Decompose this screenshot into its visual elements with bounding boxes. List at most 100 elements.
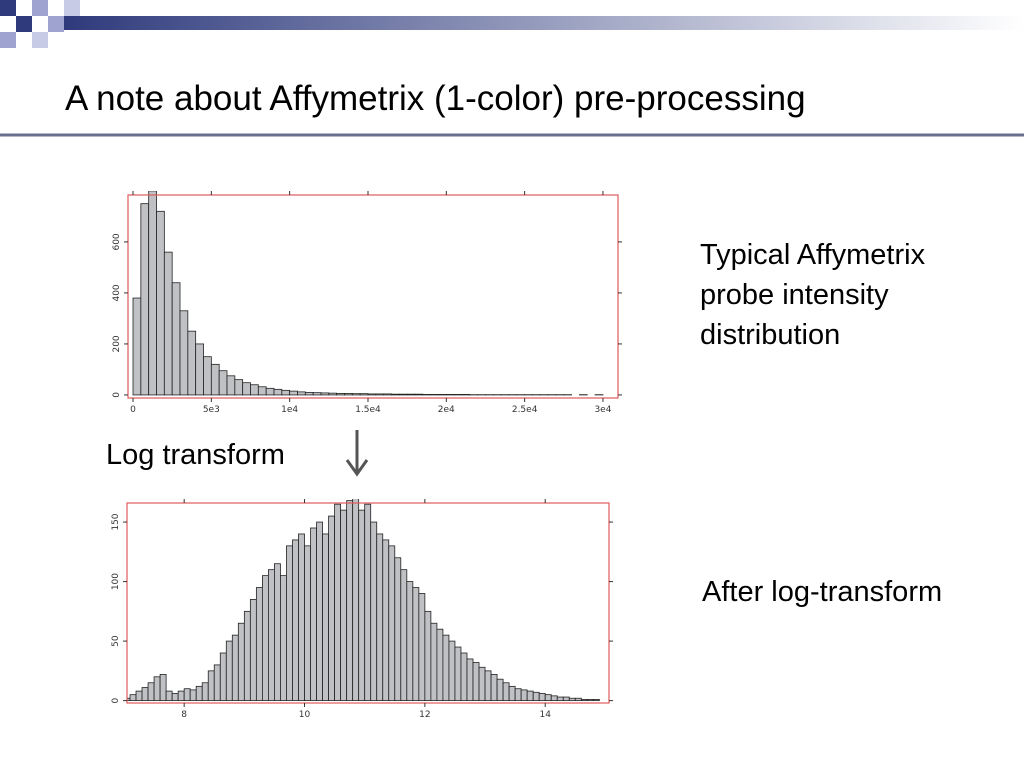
bar xyxy=(550,695,558,702)
bar xyxy=(265,387,275,396)
x-tick-label: 2.5e4 xyxy=(512,405,538,415)
bar xyxy=(383,393,392,396)
caption: Typical Affymetrix probe intensity distr… xyxy=(700,239,926,351)
bar xyxy=(249,599,257,702)
x-tick-label: 3e4 xyxy=(594,405,611,415)
bar xyxy=(394,557,402,702)
bar xyxy=(438,394,447,396)
bar xyxy=(414,393,424,396)
y-tick-label: 150 xyxy=(111,513,121,530)
arrow-label: Log transform xyxy=(106,439,285,471)
y-tick-label: 50 xyxy=(111,635,121,647)
bar xyxy=(297,391,306,396)
bar xyxy=(412,587,420,702)
bar xyxy=(179,310,189,396)
x-tick-label: 14 xyxy=(539,710,551,720)
bar xyxy=(430,622,438,702)
bar xyxy=(526,690,534,702)
plot-frame xyxy=(127,194,619,399)
bar xyxy=(358,509,366,702)
bar xyxy=(496,678,504,702)
y-tick-label: 200 xyxy=(112,335,122,352)
bar xyxy=(226,375,236,396)
bar xyxy=(189,689,197,702)
bar xyxy=(135,690,143,702)
bar xyxy=(148,191,157,396)
bar xyxy=(289,390,298,396)
bar xyxy=(250,384,259,396)
bar xyxy=(304,545,311,702)
bar xyxy=(364,503,372,702)
bar xyxy=(352,499,360,702)
bar xyxy=(243,610,251,702)
y-tick-label: 0 xyxy=(112,392,122,398)
bar xyxy=(406,581,414,702)
bar xyxy=(400,569,408,702)
bar xyxy=(171,282,181,396)
bar xyxy=(195,343,204,396)
bar xyxy=(129,694,137,702)
bar xyxy=(466,658,474,702)
bar xyxy=(210,363,220,396)
bar xyxy=(316,521,323,702)
bar xyxy=(147,682,155,702)
bar xyxy=(461,394,471,396)
bar xyxy=(514,688,522,702)
caption: After log-transform xyxy=(702,576,943,608)
bar xyxy=(328,515,336,702)
bar xyxy=(231,634,239,702)
bar xyxy=(586,699,594,702)
bar xyxy=(418,593,426,702)
bar xyxy=(280,575,287,702)
bar xyxy=(448,640,456,702)
bar xyxy=(556,696,564,702)
bar xyxy=(203,356,212,396)
x-tick-label: 12 xyxy=(419,710,430,720)
bar xyxy=(436,628,444,702)
bar xyxy=(286,545,293,702)
bars xyxy=(132,191,604,396)
x-tick-label: 0 xyxy=(130,405,136,415)
bar xyxy=(159,674,167,702)
bar xyxy=(430,394,439,396)
bar xyxy=(334,503,342,702)
bar xyxy=(274,563,281,702)
bar xyxy=(453,394,463,396)
x-tick-label: 1e4 xyxy=(281,405,298,415)
bar xyxy=(367,393,377,396)
bar xyxy=(406,393,416,396)
bar xyxy=(574,697,582,702)
decoration xyxy=(0,0,1024,477)
bar xyxy=(213,664,221,702)
bar xyxy=(322,533,329,702)
bar xyxy=(328,392,338,396)
bar xyxy=(388,545,396,702)
bar xyxy=(391,393,400,396)
bar xyxy=(273,388,283,396)
bar xyxy=(310,527,317,702)
bar xyxy=(183,688,191,702)
bar xyxy=(165,690,173,702)
bar xyxy=(422,394,432,396)
bar xyxy=(225,640,233,702)
chart: 8 10 12 14 0 50 100 150 xyxy=(111,499,613,720)
bar xyxy=(472,662,480,702)
bar xyxy=(346,500,354,702)
bar xyxy=(242,382,251,396)
bar xyxy=(375,393,385,396)
bar xyxy=(454,646,462,702)
bar xyxy=(568,697,576,702)
bar xyxy=(442,634,450,702)
bar xyxy=(268,569,275,702)
x-tick-label: 2e4 xyxy=(438,405,455,415)
bar xyxy=(508,685,516,702)
bar xyxy=(502,682,510,702)
bar xyxy=(592,699,600,702)
bars xyxy=(127,499,600,702)
bar xyxy=(156,210,165,396)
bar xyxy=(195,685,203,702)
bar xyxy=(312,392,322,396)
bar xyxy=(255,587,263,702)
bar xyxy=(140,203,150,396)
